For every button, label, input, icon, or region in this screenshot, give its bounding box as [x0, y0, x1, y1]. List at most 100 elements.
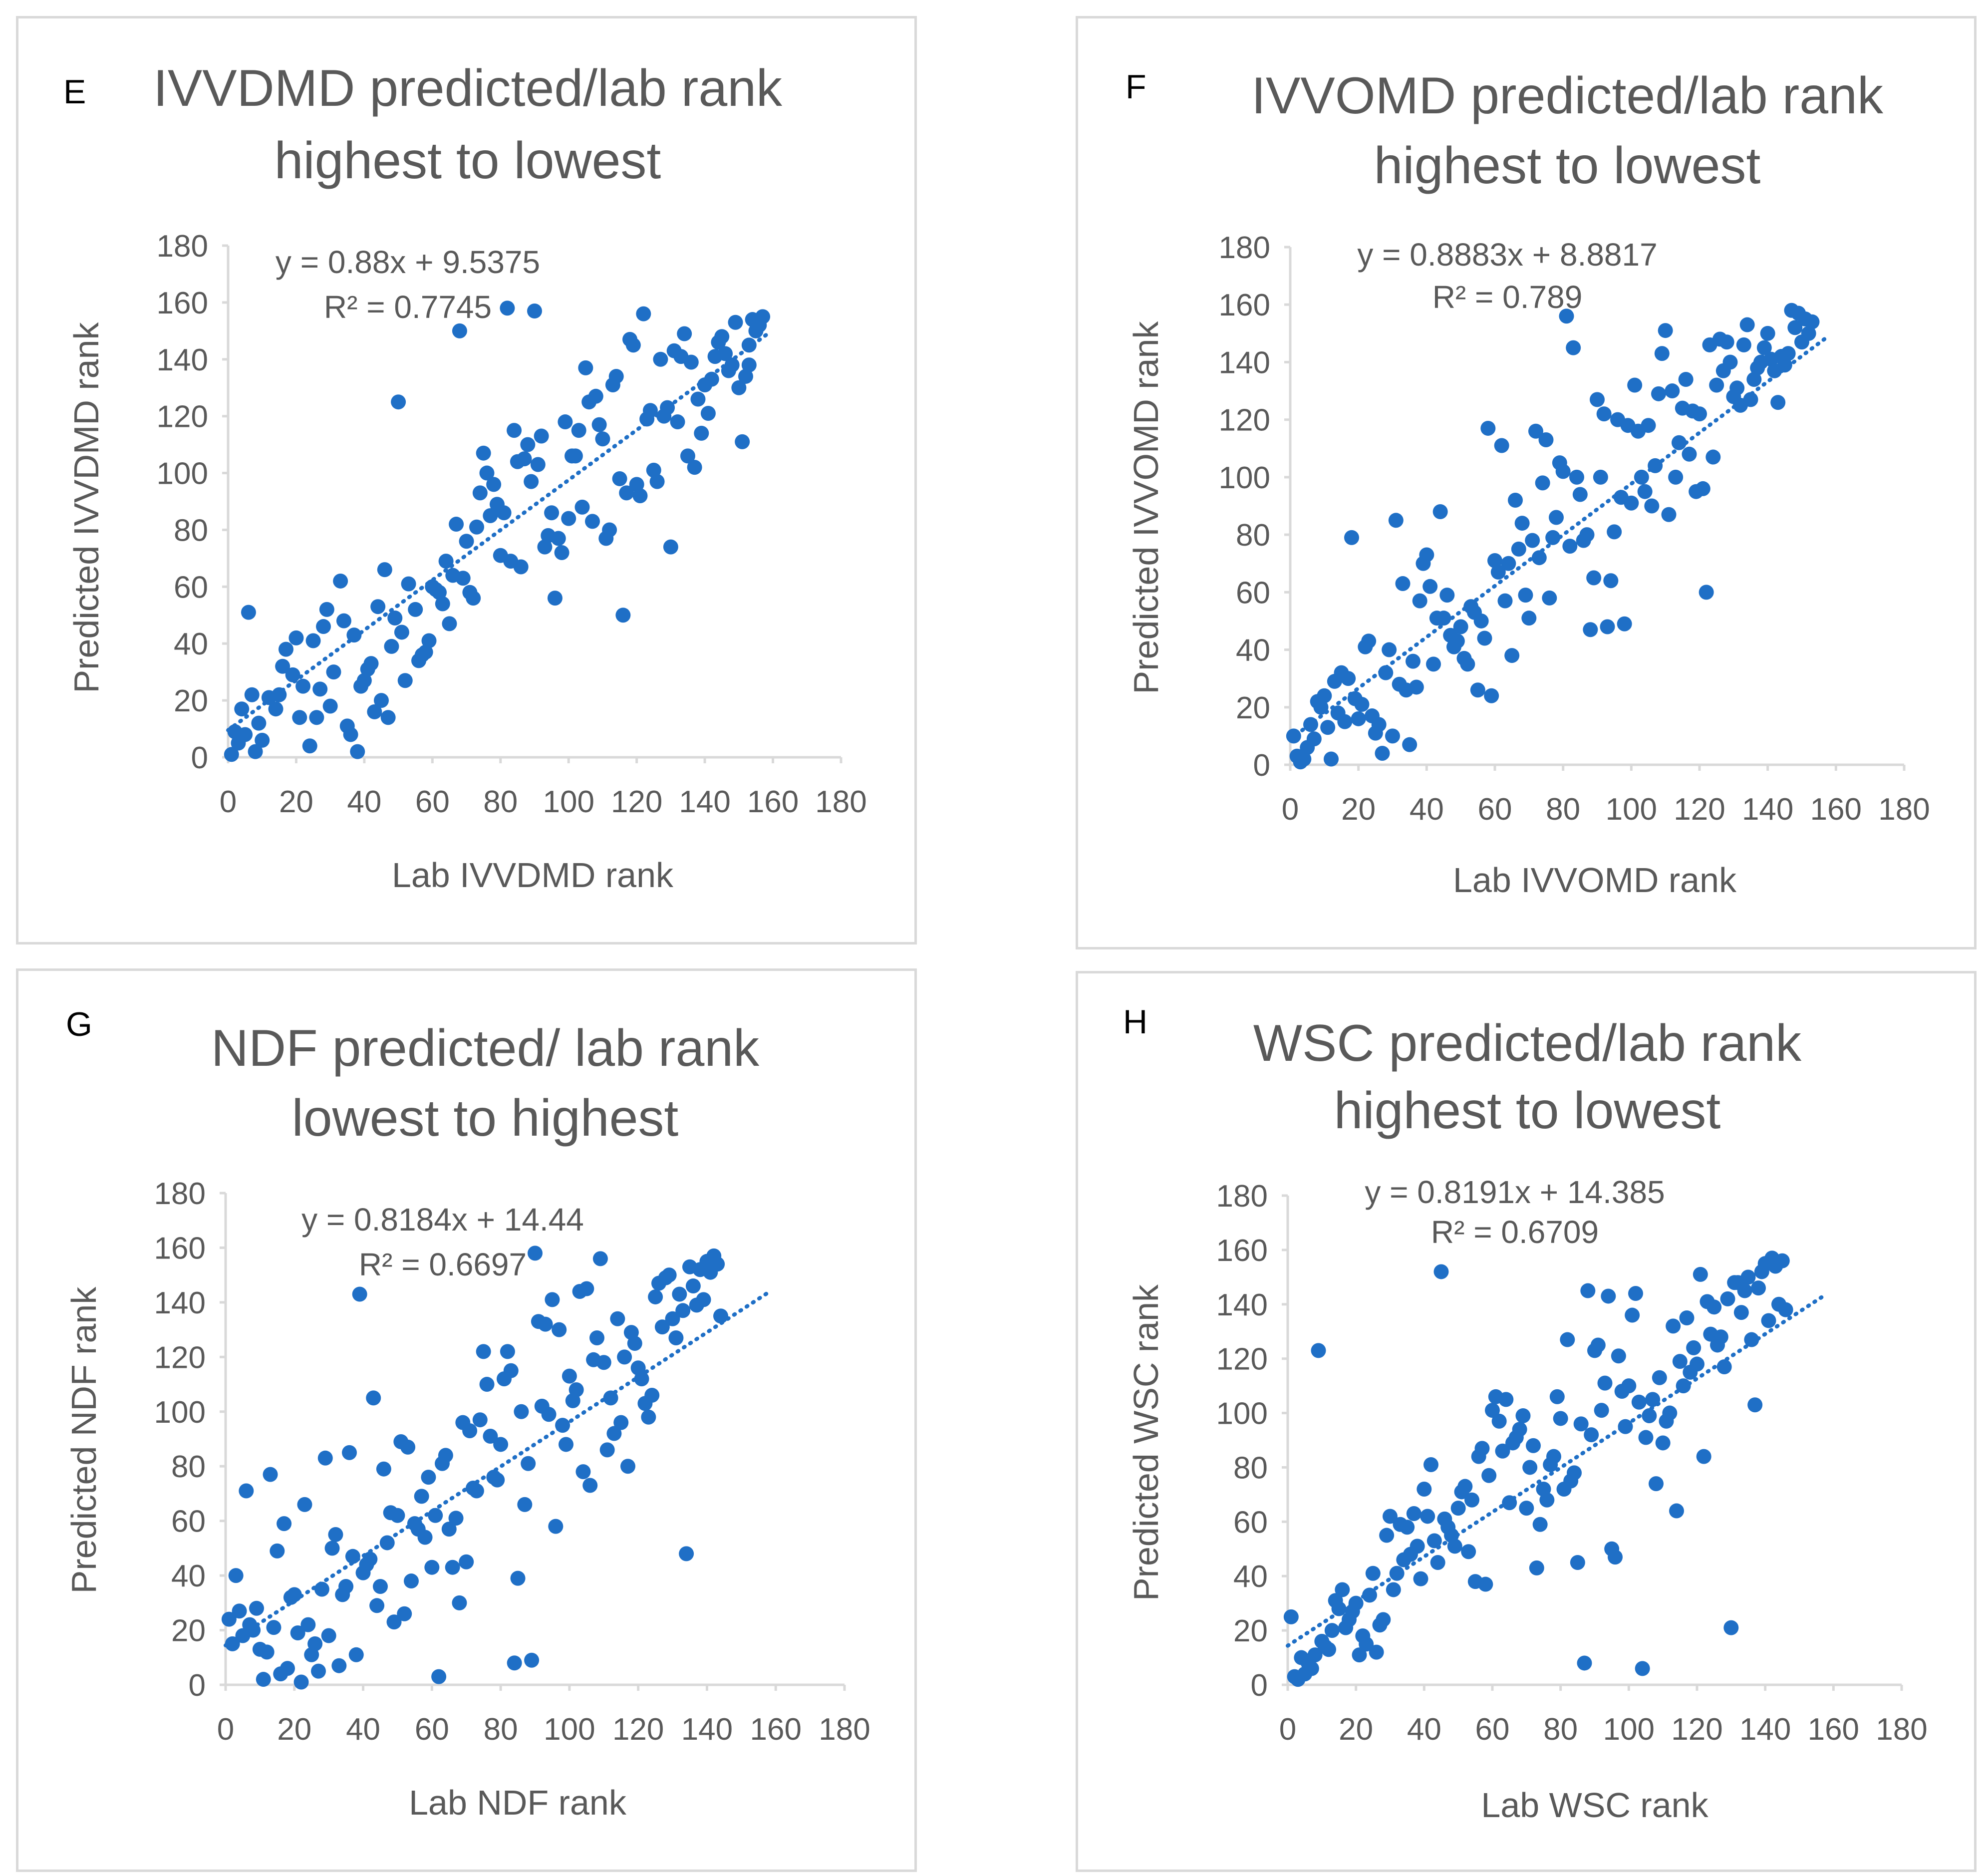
data-point	[527, 303, 542, 318]
data-point	[1528, 423, 1543, 439]
data-point	[1518, 588, 1533, 603]
y-tick-label: 20	[1236, 691, 1270, 725]
data-point	[309, 710, 324, 725]
data-point	[1696, 1449, 1711, 1464]
x-tick-label: 160	[1808, 1712, 1859, 1747]
data-point	[1743, 392, 1758, 407]
x-tick-label: 120	[1671, 1712, 1722, 1747]
data-point	[1539, 1492, 1555, 1508]
data-point	[316, 619, 331, 634]
y-tick-label: 60	[1233, 1505, 1268, 1540]
data-point	[234, 701, 250, 717]
data-point	[1410, 1539, 1425, 1554]
data-point	[431, 585, 447, 600]
data-point	[1747, 1397, 1763, 1413]
data-point	[1320, 720, 1336, 735]
data-point	[530, 457, 546, 472]
data-point	[1624, 495, 1639, 511]
data-point	[654, 1319, 670, 1335]
data-point	[311, 1663, 326, 1679]
y-tick-label: 160	[1219, 288, 1270, 322]
data-point	[545, 1292, 560, 1307]
data-point	[248, 744, 263, 759]
data-point	[1352, 1647, 1367, 1663]
chart-title-line: lowest to highest	[292, 1089, 679, 1147]
data-point	[1669, 1503, 1684, 1519]
data-point	[1379, 1528, 1395, 1543]
data-point	[251, 715, 267, 731]
data-point	[500, 1344, 515, 1359]
x-tick-label: 40	[1407, 1712, 1441, 1747]
data-point	[324, 1541, 340, 1556]
data-point	[1621, 1378, 1637, 1394]
data-point	[620, 1459, 635, 1474]
data-point	[328, 1527, 343, 1543]
data-point	[1560, 1332, 1575, 1347]
data-point	[449, 517, 464, 532]
data-point	[238, 727, 253, 742]
data-point	[591, 417, 607, 432]
data-point	[228, 1568, 244, 1583]
data-point	[648, 1289, 663, 1304]
data-point	[672, 1286, 687, 1302]
data-point	[1655, 1435, 1671, 1451]
data-point	[1487, 553, 1502, 568]
data-point	[1511, 541, 1526, 557]
data-point	[1631, 1394, 1647, 1410]
data-point	[1668, 469, 1684, 485]
y-tick-label: 40	[171, 1559, 206, 1593]
x-axis-label: Lab WSC rank	[1481, 1786, 1708, 1825]
data-point	[1593, 469, 1608, 485]
data-point	[1642, 1408, 1657, 1423]
data-point	[680, 448, 695, 464]
data-point	[1801, 325, 1816, 341]
data-point	[239, 1483, 254, 1499]
data-point	[1720, 1291, 1735, 1306]
data-point	[1570, 1555, 1585, 1570]
data-point	[1481, 1468, 1497, 1483]
x-tick-label: 60	[415, 785, 450, 819]
x-tick-label: 180	[815, 785, 866, 819]
data-point	[679, 1546, 694, 1562]
data-point	[386, 1614, 402, 1630]
data-point	[649, 474, 665, 489]
data-point	[603, 1390, 618, 1406]
data-point	[548, 1519, 564, 1534]
data-point	[1761, 1313, 1776, 1328]
y-tick-label: 120	[1216, 1342, 1268, 1377]
data-point	[295, 678, 311, 694]
y-tick-label: 180	[157, 229, 208, 264]
data-point	[714, 329, 730, 344]
data-point	[224, 747, 239, 762]
data-point	[1739, 317, 1755, 332]
data-point	[1494, 438, 1509, 453]
x-tick-label: 160	[1810, 792, 1862, 827]
data-point	[384, 638, 399, 654]
data-point	[1313, 699, 1329, 715]
data-point	[670, 414, 685, 430]
data-point	[1706, 1299, 1722, 1315]
data-point	[1365, 1565, 1381, 1581]
data-point	[1371, 717, 1387, 732]
data-point	[1430, 1555, 1445, 1570]
data-point	[225, 1636, 240, 1651]
data-point	[1385, 728, 1400, 744]
data-point	[1359, 1636, 1374, 1652]
data-point	[266, 1620, 282, 1635]
data-point	[1461, 1544, 1476, 1560]
data-point	[613, 1415, 629, 1430]
data-point	[1709, 377, 1724, 393]
data-point	[1490, 565, 1506, 580]
data-point	[1501, 556, 1516, 571]
x-tick-label: 80	[483, 785, 518, 819]
data-point	[1354, 697, 1370, 712]
data-point	[1361, 633, 1377, 649]
data-point	[514, 1404, 529, 1419]
trendline-r-squared: R² = 0.7745	[324, 289, 492, 325]
y-tick-label: 100	[1216, 1397, 1268, 1431]
data-point	[1746, 372, 1762, 387]
data-point	[285, 667, 300, 682]
data-point	[331, 1658, 347, 1673]
y-tick-label: 0	[191, 741, 208, 775]
data-point	[1317, 688, 1332, 703]
